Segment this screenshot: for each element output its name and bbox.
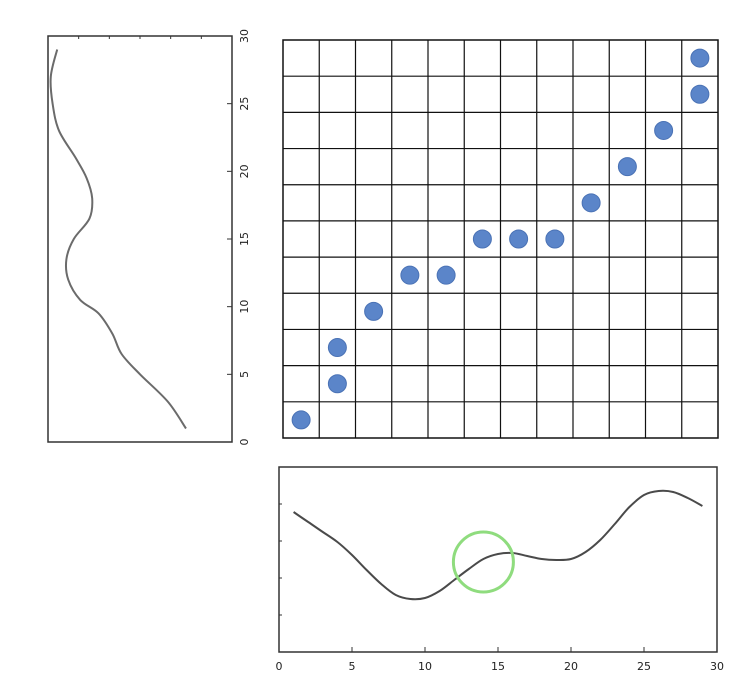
bottom-x-tick-label: 25 xyxy=(637,660,651,673)
left-plot-frame xyxy=(47,35,233,443)
scatter-point xyxy=(436,265,456,285)
highlight-circle xyxy=(451,530,515,594)
left-y-tick-label: 10 xyxy=(238,300,251,314)
scatter-point xyxy=(509,229,529,249)
left-y-tick-label: 30 xyxy=(238,29,251,43)
left-y-tick-label: 0 xyxy=(238,439,251,446)
scatter-point xyxy=(364,301,384,321)
grid-lines xyxy=(283,40,718,438)
scatter-point xyxy=(400,265,420,285)
scatter-grid-chart xyxy=(282,39,719,439)
scatter-point xyxy=(472,229,492,249)
scatter-point xyxy=(545,229,565,249)
grid-frame xyxy=(282,39,719,439)
bottom-x-tick-label: 0 xyxy=(276,660,283,673)
bottom-x-tick-label: 15 xyxy=(491,660,505,673)
scatter-point xyxy=(327,374,347,394)
scatter-point xyxy=(581,193,601,213)
left-axis-ticks: 0 5 10 15 20 25 30 xyxy=(78,29,251,446)
left-y-tick-label: 20 xyxy=(238,164,251,178)
left-profile-chart: 0 5 10 15 20 25 30 xyxy=(47,29,251,446)
scatter-point xyxy=(291,410,311,430)
scatter-point xyxy=(654,120,674,140)
bottom-plot-frame xyxy=(278,466,718,653)
left-y-tick-label: 15 xyxy=(238,232,251,246)
bottom-x-tick-label: 5 xyxy=(349,660,356,673)
scatter-point xyxy=(690,84,710,104)
left-y-tick-label: 5 xyxy=(238,371,251,378)
scatter-point xyxy=(327,338,347,358)
left-y-tick-label: 25 xyxy=(238,97,251,111)
scatter-point xyxy=(617,157,637,177)
bottom-axis-ticks: 0 5 10 15 20 25 30 xyxy=(276,503,724,673)
bottom-profile-chart: 0 5 10 15 20 25 30 xyxy=(276,466,724,673)
scatter-points xyxy=(291,48,710,430)
bottom-profile-line xyxy=(293,489,703,601)
scatter-point xyxy=(690,48,710,68)
bottom-x-tick-label: 20 xyxy=(564,660,578,673)
bottom-x-tick-label: 30 xyxy=(710,660,724,673)
bottom-x-tick-label: 10 xyxy=(418,660,432,673)
left-profile-line xyxy=(49,49,187,430)
